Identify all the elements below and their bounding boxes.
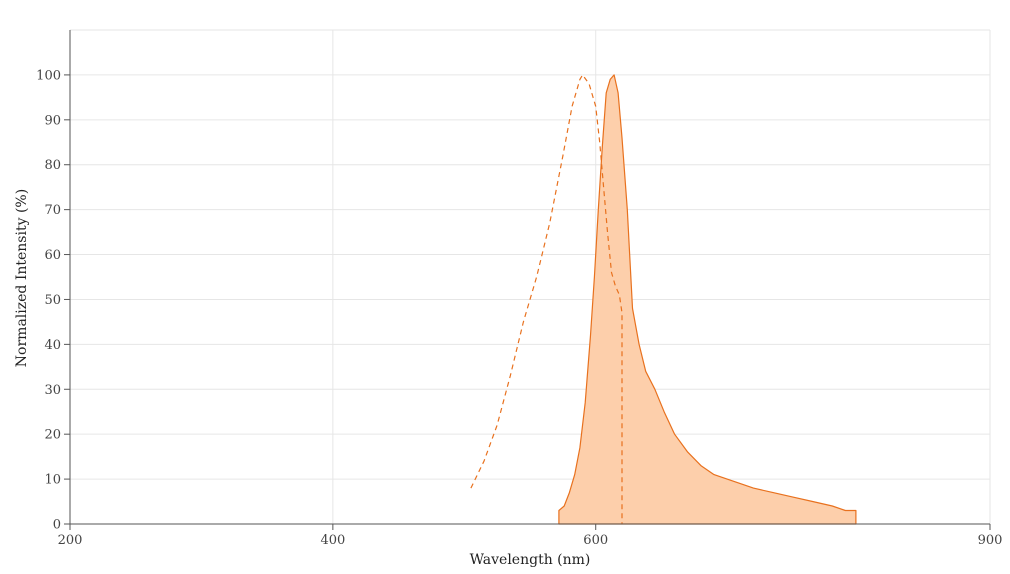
y-tick-label: 0 bbox=[53, 518, 61, 533]
x-tick-label: 600 bbox=[583, 533, 608, 548]
y-tick-label: 90 bbox=[44, 113, 61, 128]
y-axis-title: Normalized Intensity (%) bbox=[14, 189, 30, 367]
x-tick-label: 400 bbox=[320, 533, 345, 548]
y-tick-label: 80 bbox=[44, 158, 61, 173]
series-layer bbox=[470, 73, 857, 525]
y-tick-label: 50 bbox=[44, 293, 61, 308]
y-tick-label: 100 bbox=[36, 68, 61, 83]
chart-axes bbox=[69, 30, 990, 525]
chart-grid bbox=[69, 29, 991, 525]
emission-area bbox=[558, 74, 857, 525]
y-tick-label: 30 bbox=[44, 383, 61, 398]
excitation-line bbox=[470, 73, 623, 524]
y-tick-labels: 0 10 20 30 40 50 60 70 80 90 100 bbox=[36, 68, 70, 533]
y-tick-label: 40 bbox=[44, 338, 61, 353]
y-tick-label: 60 bbox=[44, 248, 61, 263]
y-tick-label: 70 bbox=[44, 203, 61, 218]
x-tick-label: 200 bbox=[58, 533, 83, 548]
x-axis-title: Wavelength (nm) bbox=[470, 552, 591, 568]
y-tick-label: 20 bbox=[44, 428, 61, 443]
x-tick-label: 900 bbox=[978, 533, 1003, 548]
y-tick-label: 10 bbox=[44, 473, 61, 488]
x-tick-labels: 200 400 600 900 bbox=[58, 524, 1003, 548]
